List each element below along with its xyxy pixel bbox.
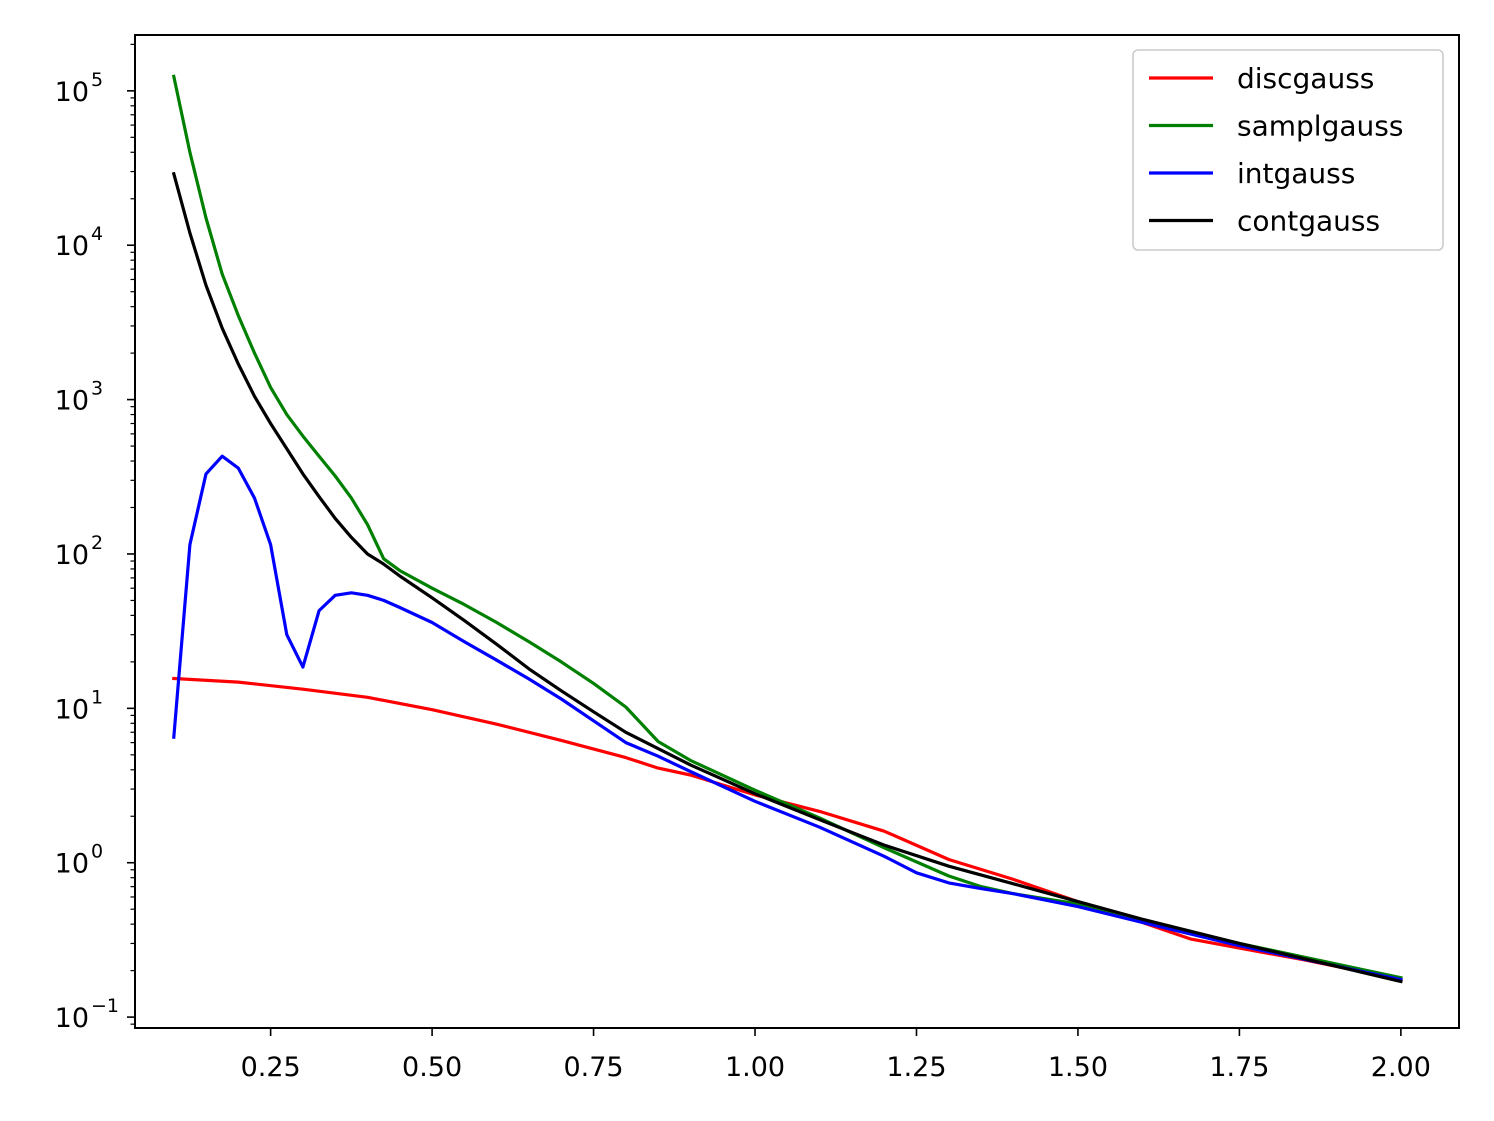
legend-label-samplgauss: samplgauss xyxy=(1237,110,1403,143)
x-tick-label: 1.50 xyxy=(1048,1052,1108,1083)
y-tick-exponent: 0 xyxy=(91,841,103,863)
legend-box xyxy=(1132,49,1444,251)
y-tick-label: 10 xyxy=(55,231,89,262)
legend: discgauss samplgauss intgauss contgauss xyxy=(1132,49,1444,251)
x-tick-label: 2.00 xyxy=(1371,1052,1431,1083)
x-tick-label: 1.00 xyxy=(725,1052,785,1083)
y-tick-exponent: −1 xyxy=(91,995,119,1017)
y-tick-label: 10 xyxy=(55,1003,89,1034)
legend-label-intgauss: intgauss xyxy=(1237,157,1355,190)
series-layer xyxy=(171,74,1403,984)
y-tick-exponent: 1 xyxy=(91,686,103,708)
x-axis: 0.25 0.50 0.75 1.00 1.25 1.50 1.75 2.00 xyxy=(241,1028,1431,1083)
legend-label-discgauss: discgauss xyxy=(1237,62,1374,95)
series-line-samplgauss xyxy=(171,74,1403,980)
y-tick-exponent: 4 xyxy=(91,223,103,245)
y-tick-exponent: 3 xyxy=(91,378,103,400)
x-tick-label: 0.50 xyxy=(402,1052,462,1083)
y-tick-exponent: 2 xyxy=(91,532,103,554)
y-tick-label: 10 xyxy=(55,77,89,108)
y-tick-label: 10 xyxy=(55,386,89,417)
x-tick-label: 1.75 xyxy=(1209,1052,1269,1083)
series-line-intgauss xyxy=(172,454,1403,982)
x-tick-label: 1.25 xyxy=(886,1052,946,1083)
x-tick-label: 0.25 xyxy=(241,1052,301,1083)
y-tick-exponent: 5 xyxy=(91,69,103,91)
series-line-contgauss xyxy=(171,171,1403,984)
y-tick-label: 10 xyxy=(55,849,89,880)
legend-label-contgauss: contgauss xyxy=(1237,205,1380,238)
y-tick-label: 10 xyxy=(55,694,89,725)
plot-frame xyxy=(134,34,1460,1029)
x-tick-label: 0.75 xyxy=(563,1052,623,1083)
y-tick-label: 10 xyxy=(55,540,89,571)
